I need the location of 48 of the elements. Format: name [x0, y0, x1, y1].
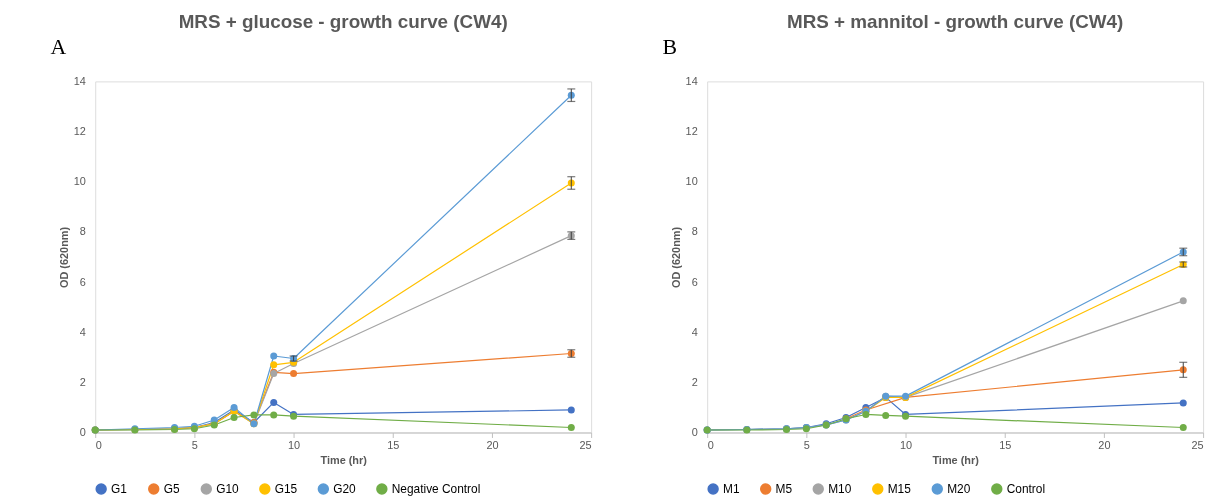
text: B — [662, 34, 678, 59]
legend-label: M10 — [828, 482, 852, 497]
legend-label: Control — [1006, 482, 1046, 497]
x-tick-label: 10 — [288, 438, 301, 451]
legend-label: G10 — [216, 482, 240, 497]
x-tick-label: 20 — [486, 438, 499, 451]
x-tick-label: 25 — [1191, 438, 1204, 451]
y-tick-label: 12 — [685, 125, 698, 138]
x-tick-label: 20 — [1098, 438, 1111, 451]
y-tick-label: 0 — [691, 425, 698, 438]
y-tick-label: 4 — [79, 325, 86, 338]
y-tick-label: 14 — [73, 74, 86, 87]
y-tick-label: 0 — [79, 425, 86, 438]
y-axis-title: OD (620nm) — [669, 226, 682, 289]
x-tick-label: 5 — [803, 438, 810, 451]
x-axis-title: Time (hr) — [320, 453, 368, 466]
y-tick-label: 6 — [79, 275, 86, 288]
legend-label: M15 — [887, 482, 912, 497]
x-tick-label: 15 — [387, 438, 400, 451]
y-tick-label: 8 — [79, 225, 86, 238]
legend-label: G20 — [333, 482, 357, 497]
x-tick-label: 25 — [579, 438, 592, 451]
x-tick-label: 10 — [899, 438, 913, 451]
chart-title: MRS + mannitol - growth curve (CW4) — [786, 10, 1124, 32]
y-tick-label: 12 — [73, 125, 86, 138]
y-tick-label: 2 — [79, 375, 86, 388]
x-axis-title: Time (hr) — [932, 453, 980, 466]
y-tick-label: 8 — [691, 225, 698, 238]
legend-label: G5 — [163, 482, 180, 497]
y-tick-label: 4 — [691, 325, 698, 338]
legend-label: M20 — [947, 482, 971, 497]
x-tick-label: 0 — [707, 438, 714, 451]
y-tick-label: 2 — [691, 375, 698, 388]
x-tick-label: 15 — [999, 438, 1012, 451]
x-tick-label: 0 — [95, 438, 102, 451]
text: A — [50, 34, 67, 59]
y-tick-label: 6 — [691, 275, 698, 288]
legend-label: Negative Control — [391, 482, 481, 497]
y-axis-title: OD (620nm) — [57, 226, 70, 289]
legend-label: M1 — [723, 482, 740, 497]
legend-label: G15 — [274, 482, 298, 497]
y-tick-label: 10 — [685, 175, 698, 188]
x-tick-label: 5 — [191, 438, 198, 451]
chart-title: MRS + glucose - growth curve (CW4) — [178, 10, 508, 32]
y-tick-label: 14 — [685, 74, 698, 87]
y-tick-label: 10 — [73, 175, 86, 188]
legend-label: M5 — [775, 482, 793, 497]
legend-label: G1 — [111, 482, 128, 497]
